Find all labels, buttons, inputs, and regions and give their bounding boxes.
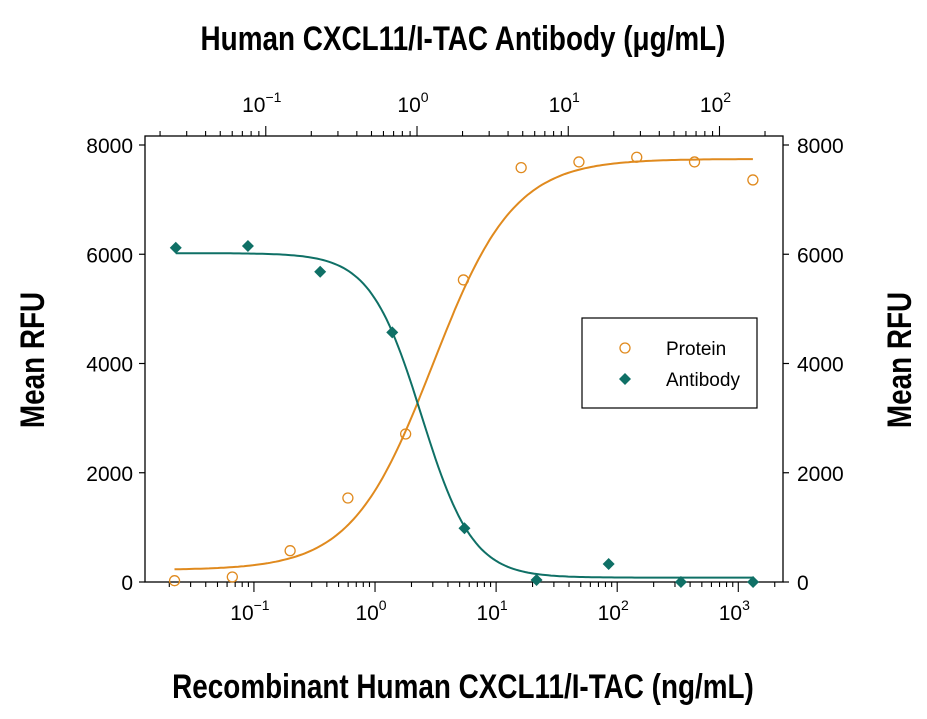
tick-exponent: 0: [379, 597, 387, 613]
protein-data-point: [168, 575, 181, 587]
x-bottom-tick-label: 10−1: [230, 597, 270, 625]
tick-exponent: 1: [500, 597, 508, 613]
x-top-tick-label: 10−1: [242, 89, 282, 117]
y-tick-label-right: 8000: [797, 135, 844, 158]
tick-exponent: −1: [265, 89, 281, 105]
protein-data-point: [747, 174, 759, 186]
x-bottom-tick-label: 102: [598, 597, 629, 625]
antibody-data-point: [241, 240, 254, 253]
y-tick-label-left: 4000: [86, 354, 133, 377]
y-tick-label-left: 2000: [86, 463, 133, 486]
tick-exponent: 1: [572, 89, 580, 105]
x-bottom-tick-label: 103: [719, 597, 750, 625]
protein-data-point: [226, 571, 238, 583]
antibody-data-point: [314, 265, 327, 278]
antibody-data-point: [530, 573, 543, 586]
protein-data-point: [573, 156, 585, 168]
protein-data-point: [515, 161, 527, 174]
tick-exponent: 0: [421, 89, 429, 105]
antibody-data-point: [674, 576, 687, 588]
legend-protein-label: Protein: [666, 339, 726, 360]
protein-data-point: [342, 492, 354, 504]
protein-fit-curve: [174, 158, 753, 571]
plot-frame: [144, 135, 784, 583]
y-axis-label-right: Mean RFU: [880, 292, 918, 428]
y-tick-label-right: 6000: [797, 244, 844, 267]
antibody-data-point: [458, 522, 471, 535]
y-tick-label-left: 8000: [86, 135, 133, 158]
protein-data-point: [688, 156, 701, 168]
antibody-data-point: [602, 557, 615, 570]
antibody-data-point: [169, 241, 182, 254]
tick-exponent: 2: [621, 597, 629, 613]
protein-data-point: [399, 428, 412, 440]
tick-exponent: 2: [723, 89, 731, 105]
tick-exponent: 3: [742, 597, 750, 613]
y-axis-label-left: Mean RFU: [13, 292, 51, 428]
x-bottom-tick-label: 101: [477, 597, 508, 625]
antibody-data-point: [386, 326, 399, 339]
x-top-tick-label: 101: [549, 89, 580, 117]
legend-protein-marker: [619, 342, 631, 354]
legend-antibody-label: Antibody: [666, 370, 740, 391]
y-tick-label-right: 0: [797, 572, 809, 595]
tick-exponent: −1: [254, 597, 270, 613]
y-tick-label-right: 4000: [797, 354, 844, 377]
antibody-data-point: [747, 576, 760, 588]
protein-data-point: [284, 545, 296, 557]
x-top-tick-label: 102: [700, 89, 731, 117]
protein-data-point: [457, 274, 470, 286]
x-bottom-tick-label: 100: [355, 597, 386, 625]
chart-title-top-axis: Human CXCL11/I-TAC Antibody (μg/mL): [201, 19, 726, 57]
y-tick-label-right: 2000: [797, 463, 844, 486]
x-axis-label: Recombinant Human CXCL11/I-TAC (ng/mL): [172, 667, 754, 705]
legend-box: [581, 317, 758, 409]
x-top-tick-label: 100: [397, 89, 428, 117]
y-tick-label-left: 6000: [86, 244, 133, 267]
legend-antibody-marker: [619, 373, 631, 385]
y-tick-label-left: 0: [121, 572, 133, 595]
legend: Protein Antibody: [581, 317, 758, 409]
protein-data-point: [631, 151, 643, 163]
data-points: [168, 151, 760, 588]
